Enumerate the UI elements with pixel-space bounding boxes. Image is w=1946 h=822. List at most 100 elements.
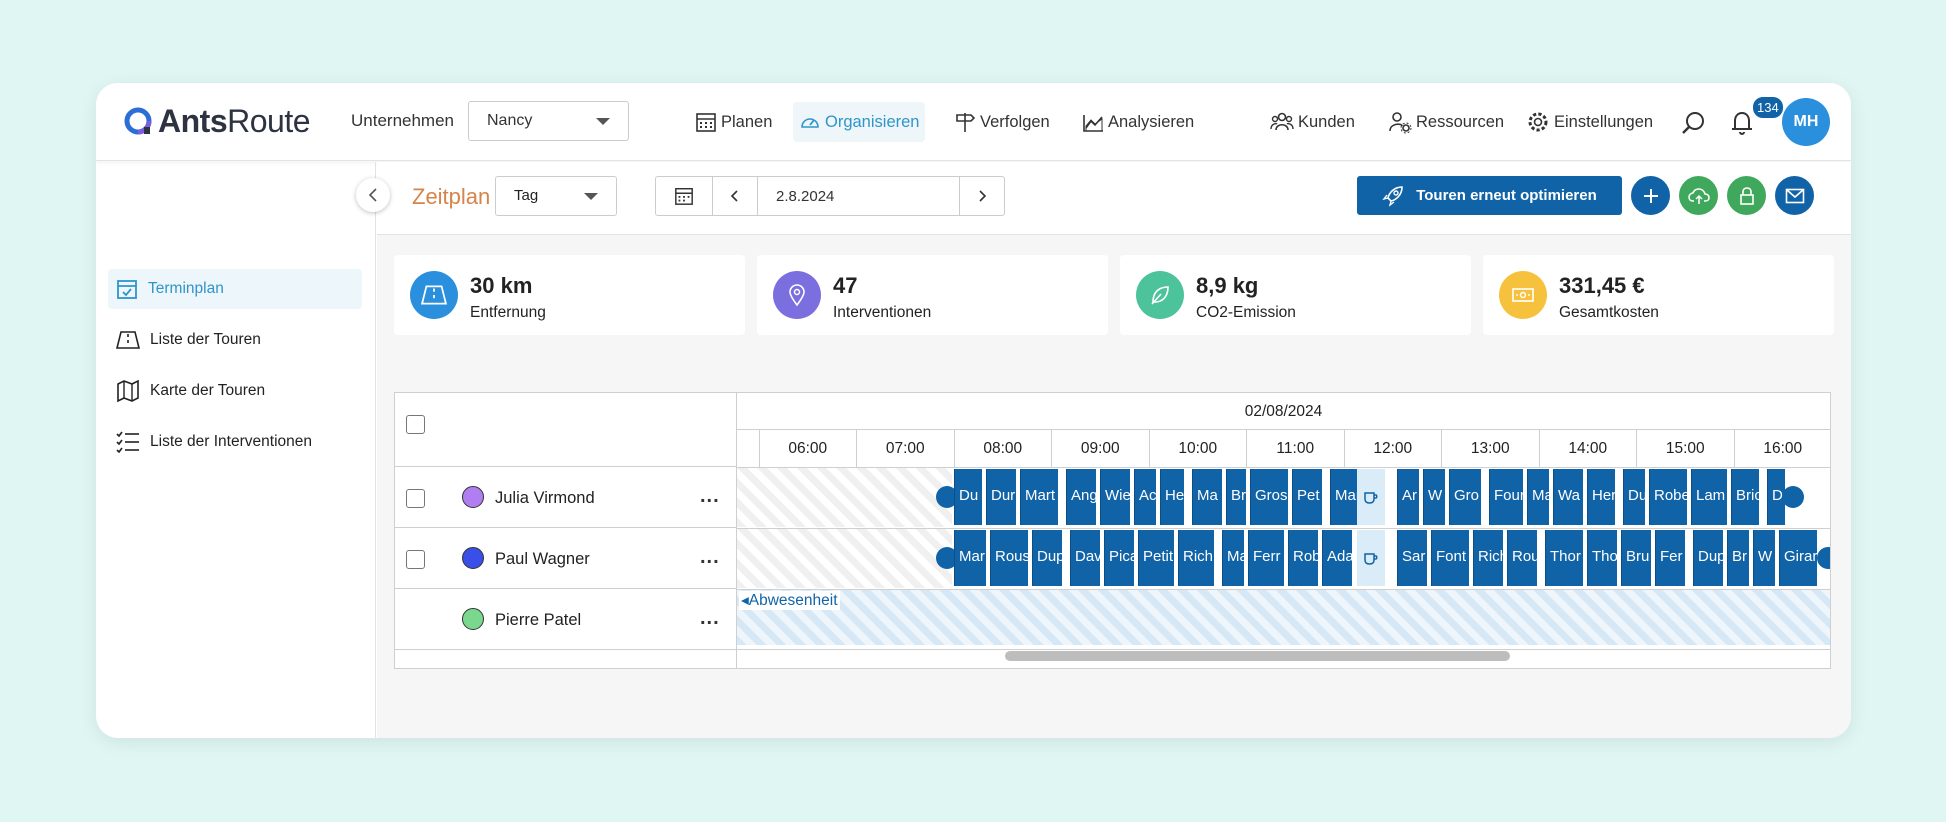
intervention-block[interactable]: Br [1226, 469, 1246, 525]
intervention-block[interactable]: Bru [1621, 530, 1651, 586]
company-select[interactable]: Nancy [468, 101, 629, 141]
intervention-block[interactable]: Mart [1020, 469, 1058, 525]
intervention-block[interactable]: Four [1489, 469, 1523, 525]
nav-kunden[interactable]: Kunden [1264, 102, 1361, 142]
prev-day-button[interactable] [713, 177, 758, 215]
horizontal-scrollbar[interactable] [1005, 651, 1510, 661]
calendar-check-icon [117, 280, 137, 299]
route-start-marker[interactable] [936, 486, 958, 508]
search-icon[interactable] [1681, 110, 1707, 136]
resource-color-dot [462, 608, 484, 630]
nav-planen[interactable]: Planen [689, 102, 778, 142]
row-divider [395, 527, 737, 528]
nav-ressourcen[interactable]: Ressourcen [1382, 102, 1510, 142]
intervention-block[interactable]: Rou [1507, 530, 1537, 586]
add-button[interactable] [1631, 176, 1670, 215]
calendar-picker-button[interactable] [656, 177, 713, 215]
intervention-block[interactable]: Dup [1032, 530, 1062, 586]
next-day-button[interactable] [959, 177, 1004, 215]
intervention-block[interactable]: W [1423, 469, 1445, 525]
schedule-grid: Julia Virmond ... Paul Wagner ... Pierre… [394, 392, 1831, 669]
lock-button[interactable] [1727, 176, 1766, 215]
reoptimize-tours-button[interactable]: Touren erneut optimieren [1357, 176, 1622, 215]
intervention-block[interactable]: Ma [1527, 469, 1549, 525]
intervention-block[interactable]: Wa [1553, 469, 1583, 525]
more-options-icon[interactable]: ... [700, 546, 720, 568]
caret-down-icon [596, 118, 610, 125]
intervention-block[interactable]: Ferr [1248, 530, 1284, 586]
intervention-block[interactable]: Petit [1138, 530, 1174, 586]
intervention-block[interactable]: Tho [1587, 530, 1617, 586]
intervention-block[interactable]: Sar [1397, 530, 1427, 586]
intervention-block[interactable]: Ma [1222, 530, 1244, 586]
intervention-block[interactable]: Dav [1070, 530, 1100, 586]
sidebar-item-terminplan[interactable]: Terminplan [108, 269, 362, 309]
intervention-block[interactable]: Mar [954, 530, 986, 586]
intervention-block[interactable]: Gros [1250, 469, 1288, 525]
intervention-block[interactable]: Ac [1134, 469, 1156, 525]
intervention-block[interactable]: Rich [1178, 530, 1214, 586]
intervention-block[interactable]: Thor [1545, 530, 1583, 586]
off-hours-row1 [737, 467, 952, 527]
bell-icon[interactable] [1730, 109, 1754, 137]
route-end-marker[interactable] [1782, 486, 1804, 508]
intervention-block[interactable]: Du [1767, 469, 1785, 525]
row-divider [737, 589, 1830, 590]
intervention-block[interactable]: Rous [990, 530, 1028, 586]
intervention-block[interactable]: Gro [1449, 469, 1481, 525]
row-divider [737, 528, 1830, 529]
intervention-block[interactable]: Du [1623, 469, 1645, 525]
intervention-block[interactable]: Pet [1292, 469, 1322, 525]
resource-checkbox[interactable] [406, 489, 425, 508]
date-field[interactable]: 2.8.2024 [776, 188, 835, 205]
collapse-sidebar-button[interactable] [356, 178, 390, 212]
intervention-block[interactable]: Fer [1655, 530, 1685, 586]
break-block[interactable] [1357, 530, 1385, 586]
intervention-block[interactable]: Robe [1649, 469, 1687, 525]
intervention-block[interactable]: Pica [1104, 530, 1134, 586]
sidebar-item-karte-touren[interactable]: Karte der Touren [108, 371, 362, 411]
user-avatar[interactable]: MH [1782, 98, 1830, 146]
intervention-block[interactable]: Ang [1066, 469, 1096, 525]
intervention-block[interactable]: Rob [1288, 530, 1318, 586]
intervention-block[interactable]: Dur [986, 469, 1016, 525]
route-end-marker[interactable] [1817, 547, 1830, 569]
more-options-icon[interactable]: ... [700, 607, 720, 629]
intervention-block[interactable]: Her [1587, 469, 1615, 525]
intervention-block[interactable]: Wie [1100, 469, 1130, 525]
select-all-checkbox[interactable] [406, 415, 425, 434]
intervention-block[interactable]: W [1753, 530, 1775, 586]
nav-organisieren[interactable]: Organisieren [793, 102, 926, 142]
resource-checkbox[interactable] [406, 550, 425, 569]
intervention-block[interactable]: Ar [1397, 469, 1419, 525]
nav-verfolgen[interactable]: Verfolgen [948, 102, 1056, 142]
intervention-block[interactable]: Br [1727, 530, 1749, 586]
intervention-block[interactable]: Bric [1731, 469, 1759, 525]
hour-label: 16:00 [1733, 430, 1831, 467]
cloud-upload-button[interactable] [1679, 176, 1718, 215]
nav-analysieren[interactable]: Analysieren [1076, 102, 1200, 142]
intervention-block[interactable]: Lam [1691, 469, 1727, 525]
sidebar-item-liste-touren[interactable]: Liste der Touren [108, 320, 362, 360]
sidebar-item-label: Terminplan [148, 280, 224, 297]
intervention-block[interactable]: Du [954, 469, 982, 525]
antsroute-logo[interactable]: AntsRoute [122, 103, 310, 139]
intervention-block[interactable]: Ma [1192, 469, 1222, 525]
kpi-distance: 30 km Entfernung [394, 255, 745, 335]
intervention-block[interactable]: Font [1431, 530, 1469, 586]
nav-einstellungen[interactable]: Einstellungen [1520, 102, 1659, 142]
break-block[interactable] [1357, 469, 1385, 525]
intervention-block[interactable]: Dup [1693, 530, 1723, 586]
top-header: AntsRoute Unternehmen Nancy Planen Organ… [96, 83, 1851, 161]
view-select[interactable]: Tag [495, 176, 617, 216]
hour-label: 10:00 [1148, 430, 1247, 467]
send-email-button[interactable] [1775, 176, 1814, 215]
intervention-block[interactable]: He [1160, 469, 1184, 525]
route-start-marker[interactable] [936, 547, 958, 569]
absence-block[interactable] [737, 589, 1830, 645]
more-options-icon[interactable]: ... [700, 485, 720, 507]
sidebar-item-liste-interventionen[interactable]: Liste der Interventionen [108, 422, 362, 462]
intervention-block[interactable]: Girar [1779, 530, 1817, 586]
intervention-block[interactable]: Ada [1322, 530, 1352, 586]
intervention-block[interactable]: Rich [1473, 530, 1503, 586]
